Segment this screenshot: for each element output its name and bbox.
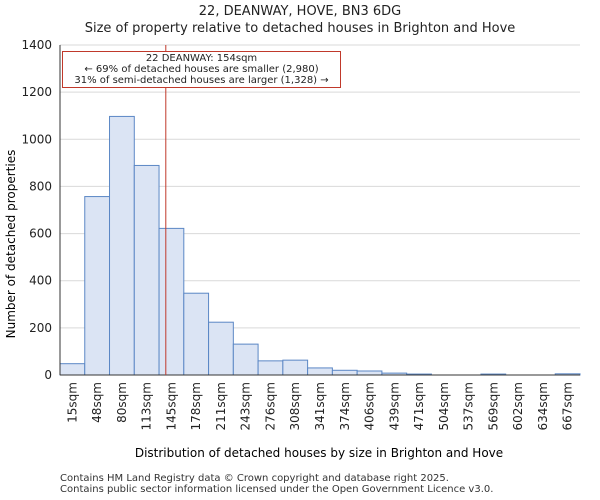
histogram-bar [158,227,185,376]
x-tick-label: 211sqm [214,382,228,430]
y-tick-label: 400 [29,274,52,288]
x-tick-label: 113sqm [140,382,154,430]
y-tick-label: 1000 [21,132,52,146]
histogram-bar [307,367,333,376]
x-tick-label: 439sqm [387,382,401,430]
x-tick-label: 308sqm [288,382,302,430]
x-tick-label: 374sqm [338,382,352,430]
histogram-bar [282,359,309,376]
histogram-bar [59,363,86,376]
footer-copyright: Contains HM Land Registry data © Crown c… [60,473,449,484]
x-tick-label: 243sqm [239,382,253,430]
x-tick-label: 178sqm [189,382,203,430]
y-axis-label: Number of detached properties [4,150,18,339]
annotation-larger: 31% of semi-detached houses are larger (… [74,75,329,86]
y-tick-label: 1400 [21,38,52,52]
chart-subtitle: Size of property relative to detached ho… [84,21,516,36]
histogram-bar [84,196,111,376]
histogram-bar [232,343,259,376]
x-tick-label: 504sqm [437,382,451,430]
property-annotation-box: 22 DEANWAY: 154sqm ← 69% of detached hou… [62,51,341,88]
histogram-bar [109,115,135,376]
x-axis-label: Distribution of detached houses by size … [135,446,503,460]
x-tick-label: 145sqm [164,382,178,430]
y-tick-label: 600 [29,227,52,241]
x-tick-label: 48sqm [90,382,104,423]
histogram-bar [183,292,210,376]
y-tick-label: 200 [29,321,52,335]
y-tick-label: 1200 [21,85,52,99]
x-tick-label: 634sqm [536,382,550,430]
histogram-bar [356,370,383,376]
histogram-bar [331,369,358,376]
annotation-smaller: ← 69% of detached houses are smaller (2,… [84,64,319,75]
chart-title: 22, DEANWAY, HOVE, BN3 6DG [198,4,402,19]
x-tick-label: 537sqm [462,382,476,430]
x-tick-label: 80sqm [115,382,129,423]
y-tick-label: 800 [29,179,52,193]
footer-licence: Contains public sector information licen… [60,484,494,495]
x-tick-label: 667sqm [561,382,575,430]
x-tick-label: 15sqm [65,382,79,423]
y-tick-label: 0 [44,368,52,382]
x-tick-label: 406sqm [363,382,377,430]
annotation-title: 22 DEANWAY: 154sqm [145,53,258,64]
histogram-bar [257,360,284,376]
histogram-bar [133,164,160,376]
histogram-bar [208,321,234,376]
x-tick-label: 602sqm [511,382,525,430]
x-tick-label: 276sqm [263,382,277,430]
x-tick-label: 471sqm [412,382,426,430]
x-tick-label: 341sqm [313,382,327,430]
x-tick-label: 569sqm [486,382,500,430]
